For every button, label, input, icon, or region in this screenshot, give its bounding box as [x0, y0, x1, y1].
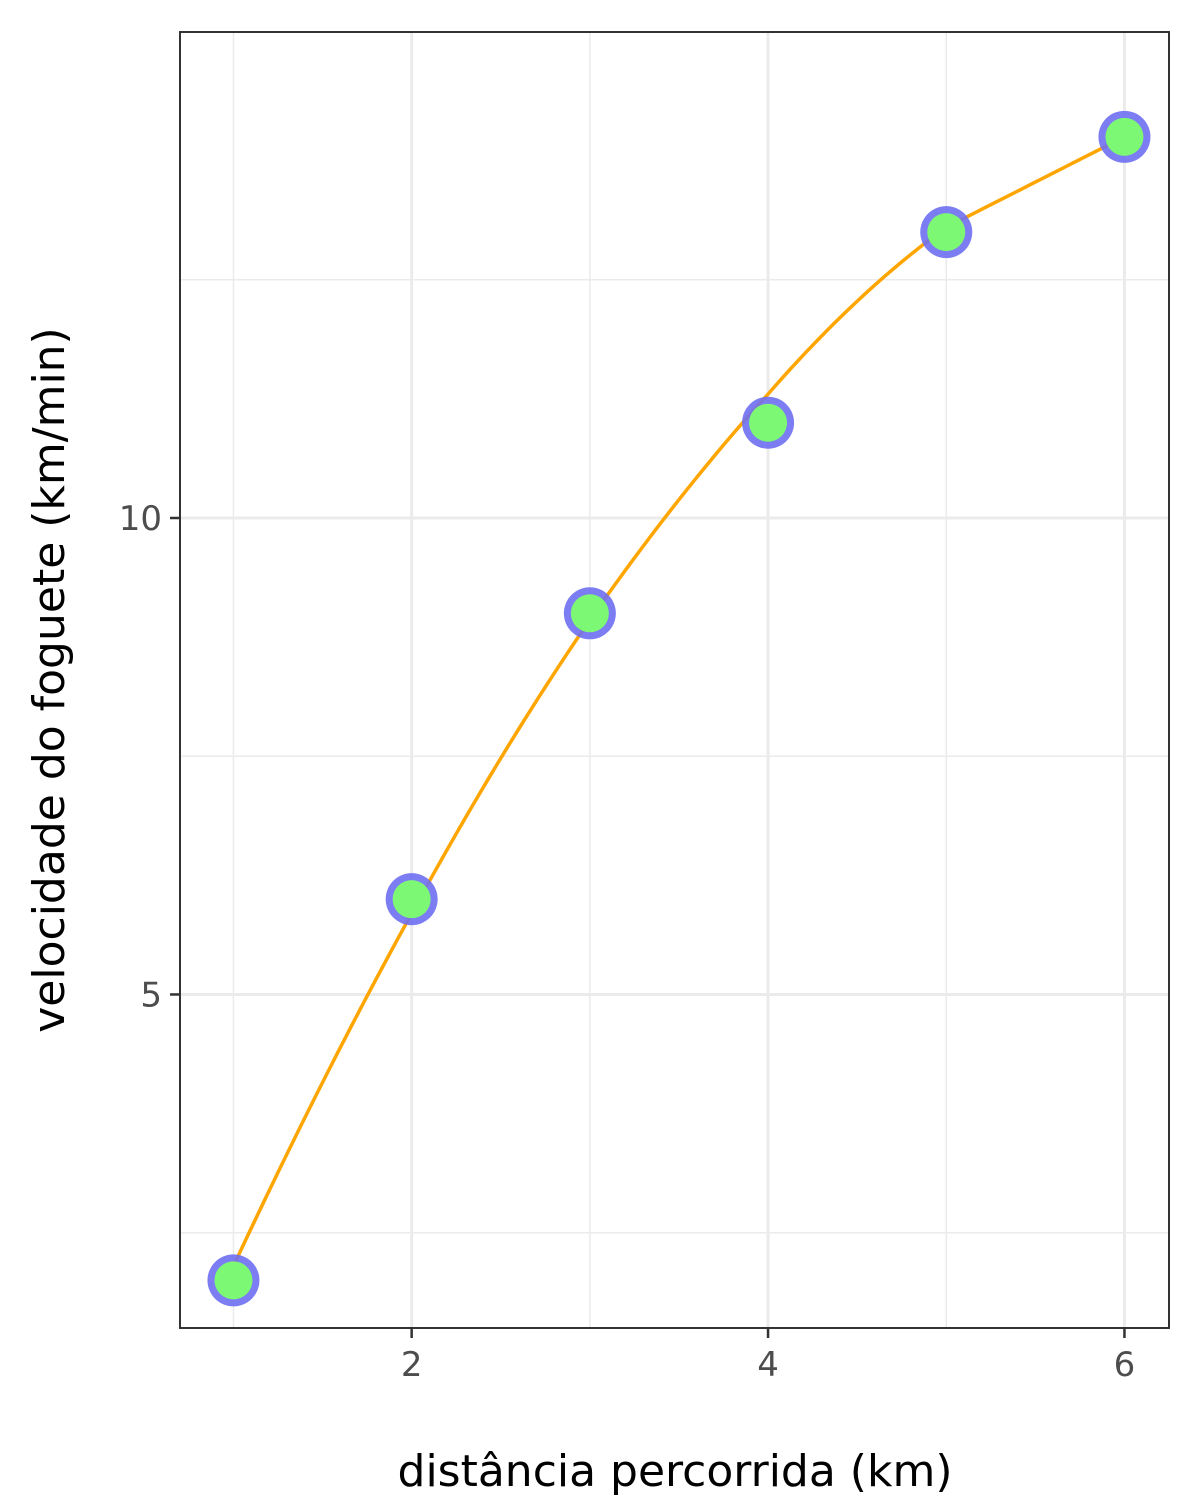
- data-point: [927, 213, 965, 251]
- x-tick-label: 4: [757, 1345, 779, 1385]
- point-layer: [207, 111, 1150, 1307]
- data-point: [571, 594, 609, 632]
- x-tick-label: 2: [401, 1345, 423, 1385]
- grid-layer: [180, 32, 1169, 1328]
- curve-layer: [233, 137, 1124, 1266]
- y-tick-label: 5: [140, 975, 162, 1015]
- y-axis-title: velocidade do foguete (km/min): [24, 327, 75, 1032]
- plot-panel-border: [180, 32, 1169, 1328]
- x-tick-label: 6: [1114, 1345, 1136, 1385]
- axis-layer: 2 4 6 5 10: [119, 499, 1136, 1385]
- data-point: [1105, 118, 1143, 156]
- x-axis-title: distância percorrida (km): [398, 1446, 953, 1497]
- fitted-curve-line: [233, 137, 1124, 1266]
- data-point: [214, 1261, 252, 1299]
- y-tick-label: 10: [119, 499, 162, 539]
- data-point: [749, 404, 787, 442]
- data-point: [393, 880, 431, 918]
